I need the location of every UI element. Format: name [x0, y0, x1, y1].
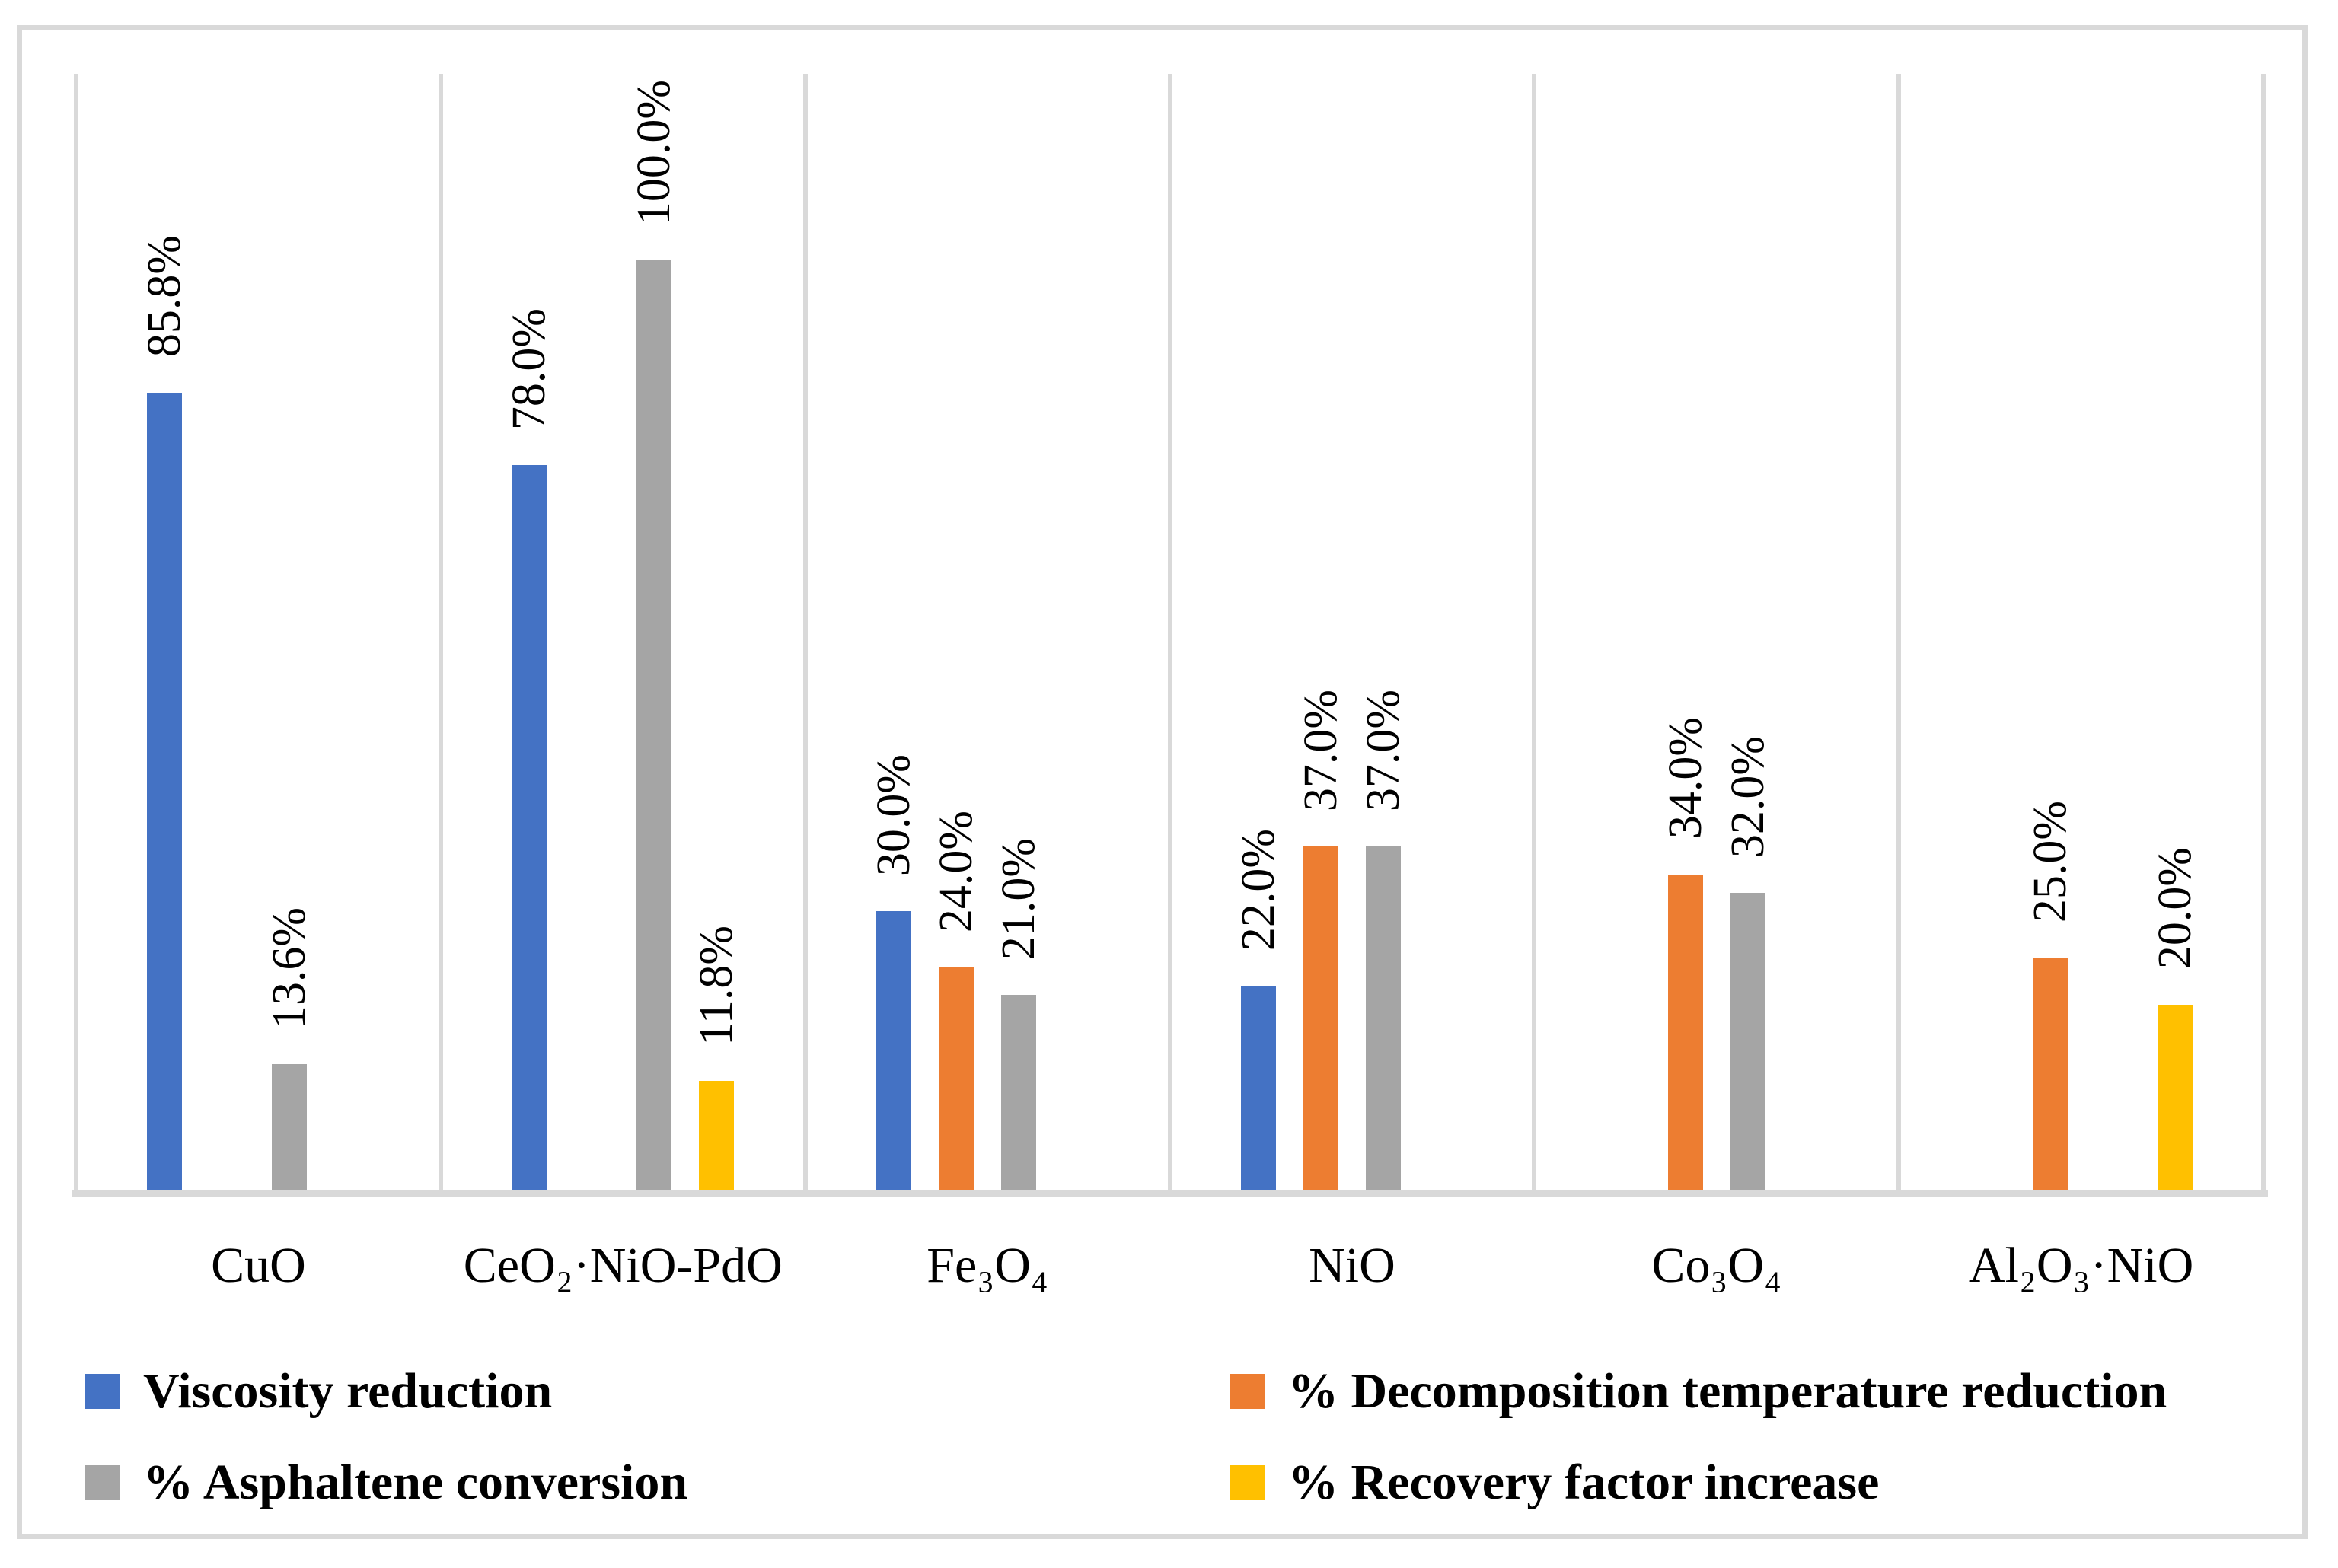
- legend-item: % Asphaltene conversion: [85, 1456, 687, 1509]
- x-axis-category-label: Al₂O₃·NiO: [1968, 1238, 2194, 1293]
- legend-label: % Decomposition temperature reduction: [1288, 1363, 2167, 1419]
- bar: [699, 1080, 735, 1190]
- legend-label: % Recovery factor increase: [1288, 1455, 1880, 1510]
- bar: [1303, 846, 1338, 1190]
- legend-swatch: [85, 1465, 120, 1500]
- x-axis-category-label: Co₃O₄: [1651, 1238, 1782, 1293]
- legend-item: % Decomposition temperature reduction: [1230, 1365, 2167, 1418]
- bar-value-label: 37.0%: [1294, 689, 1347, 811]
- legend-label: % Asphaltene conversion: [143, 1455, 688, 1510]
- bar-value-label: 24.0%: [930, 810, 983, 932]
- x-axis-category-label: CeO₂·NiO-PdO: [463, 1238, 783, 1293]
- bar-value-label: 13.6%: [263, 907, 316, 1029]
- legend-swatch: [1230, 1374, 1265, 1409]
- vertical-gridline: [802, 74, 808, 1197]
- bar-value-label: 11.8%: [691, 925, 743, 1046]
- bar: [939, 967, 974, 1190]
- bar: [512, 464, 547, 1190]
- chart-border-frame: [17, 25, 2308, 1539]
- bar: [1730, 892, 1765, 1190]
- x-axis-category-label: CuO: [211, 1238, 306, 1293]
- bar: [1667, 874, 1703, 1190]
- bar: [2157, 1004, 2193, 1190]
- bar-value-label: 100.0%: [628, 79, 681, 225]
- bar-value-label: 85.8%: [139, 235, 191, 358]
- bar: [272, 1063, 308, 1190]
- vertical-gridline: [2261, 74, 2266, 1197]
- legend-swatch: [1230, 1465, 1265, 1500]
- bar-value-label: 22.0%: [1232, 829, 1284, 951]
- x-axis-category-label: NiO: [1309, 1238, 1395, 1293]
- bar-value-label: 32.0%: [1721, 735, 1774, 858]
- vertical-gridline: [1167, 74, 1172, 1197]
- vertical-gridline: [1532, 74, 1537, 1197]
- bar: [1001, 995, 1037, 1190]
- bar: [1240, 986, 1276, 1190]
- vertical-gridline: [74, 74, 78, 1197]
- x-axis-category-label: Fe₃O₄: [927, 1238, 1048, 1293]
- bar-value-label: 30.0%: [868, 754, 920, 877]
- bar: [2032, 958, 2068, 1190]
- bar-value-label: 34.0%: [1659, 717, 1711, 840]
- bar-value-label: 37.0%: [1357, 689, 1409, 811]
- bar: [636, 260, 672, 1190]
- legend-label: Viscosity reduction: [143, 1363, 553, 1419]
- bar-value-label: 20.0%: [2148, 847, 2201, 970]
- vertical-gridline: [438, 74, 443, 1197]
- bar: [147, 392, 183, 1190]
- legend-item: % Recovery factor increase: [1230, 1456, 1879, 1509]
- legend-item: Viscosity reduction: [85, 1365, 552, 1418]
- bar-value-label: 25.0%: [2024, 801, 2076, 923]
- bar-value-label: 78.0%: [503, 308, 556, 430]
- x-axis-line: [72, 1190, 2268, 1197]
- bar: [1365, 846, 1401, 1190]
- bar: [876, 911, 912, 1190]
- legend-swatch: [85, 1374, 120, 1409]
- vertical-gridline: [1896, 74, 1902, 1197]
- bar-value-label: 21.0%: [993, 838, 1045, 961]
